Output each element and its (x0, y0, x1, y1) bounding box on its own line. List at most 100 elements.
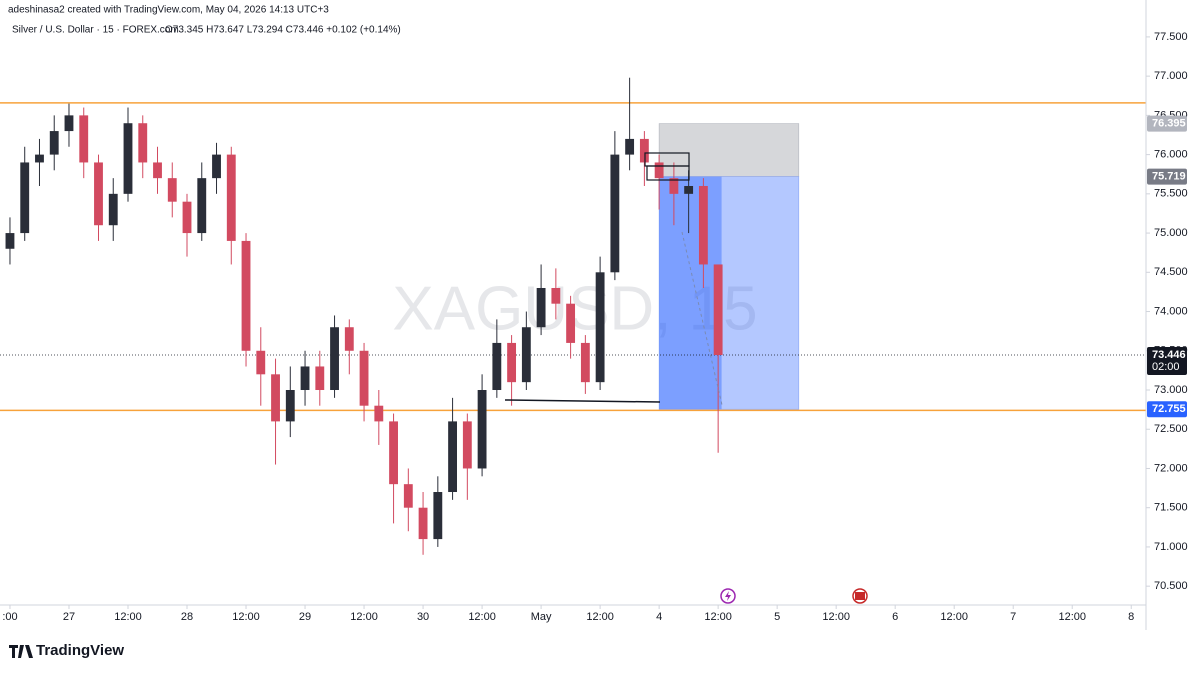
candle-body (35, 154, 44, 163)
candle-body (507, 342, 517, 383)
y-tick-label: 72.000 (1154, 462, 1188, 474)
candle-body (477, 390, 487, 469)
y-tick-label: 74.000 (1154, 305, 1188, 317)
drawing-line (504, 399, 661, 403)
candle-body (448, 421, 458, 493)
y-tick-label: 75.500 (1154, 188, 1188, 200)
x-tick-label: 7 (1010, 611, 1016, 623)
x-tick-label: 12:00 (350, 611, 378, 623)
x-tick-label: 12:00 (114, 611, 142, 623)
candle-body (418, 507, 428, 540)
x-tick-label: May (531, 611, 552, 623)
price-tag-label: 75.719 (1152, 171, 1186, 183)
candle-body (654, 162, 664, 179)
price-tag-label: 76.395 (1152, 118, 1186, 130)
x-tick-label: 12:00 (822, 611, 850, 623)
target-progress (659, 176, 722, 410)
candle-body (79, 115, 89, 163)
candle-body (64, 115, 74, 132)
x-tick-label: 12:00 (232, 611, 260, 623)
stop-zone (658, 123, 800, 177)
candle-body (566, 303, 576, 343)
price-tag (1147, 115, 1187, 132)
candle-body (300, 366, 310, 391)
candle-body (20, 162, 30, 234)
candle-body (330, 327, 339, 391)
price-tag (1147, 347, 1187, 376)
x-tick-label: 12:00 (704, 611, 732, 623)
x-tick-label: 27 (63, 611, 75, 623)
x-tick-label: :00 (2, 611, 17, 623)
event-icon (725, 591, 731, 601)
candle-body (462, 421, 472, 469)
x-tick-label: 29 (299, 611, 311, 623)
candle-body (182, 201, 192, 234)
y-tick-label: 72.500 (1154, 423, 1188, 435)
candle-body (403, 484, 413, 508)
candle-body (138, 123, 148, 163)
y-tick-label: 77.000 (1154, 70, 1188, 82)
candle-body (167, 178, 177, 202)
candle-body (226, 154, 236, 241)
candle-body (344, 327, 354, 351)
candle-body (669, 178, 679, 194)
candle-body (536, 287, 546, 328)
candle-body (108, 193, 118, 226)
candle-body (315, 366, 325, 391)
candle-body (153, 162, 162, 179)
y-tick-label: 75.000 (1154, 227, 1188, 239)
candle-body (521, 327, 531, 383)
candle-body (94, 162, 103, 226)
candle-body (610, 154, 620, 273)
candle-body (580, 342, 590, 383)
candle-body (5, 233, 15, 249)
header: adeshinasa2 created with TradingView.com… (8, 5, 329, 16)
ohlc: O73.345 H73.647 L73.294 C73.446 +0.102 (… (165, 25, 401, 36)
x-tick-label: 28 (181, 611, 193, 623)
x-tick-label: 12:00 (1058, 611, 1086, 623)
price-tag-note: 02:00 (1152, 361, 1180, 373)
candle-body (49, 131, 59, 155)
y-tick-label: 71.000 (1154, 541, 1188, 553)
y-tick-label: 71.500 (1154, 502, 1188, 514)
price-tag (1147, 401, 1187, 418)
candle-body (197, 178, 207, 234)
y-tick-label: 70.500 (1154, 580, 1188, 592)
candle-body (374, 405, 384, 422)
brand: TradingView (36, 642, 124, 659)
logo: TradingView (9, 642, 124, 659)
price-tag-label: 73.446 (1152, 349, 1186, 361)
candle-body (551, 287, 561, 304)
price-tag (1147, 168, 1187, 185)
candle-body (241, 240, 251, 351)
x-tick-label: 4 (656, 611, 662, 623)
y-tick-label: 73.000 (1154, 384, 1188, 396)
y-tick-label: 76.000 (1154, 149, 1188, 161)
x-tick-label: 12:00 (468, 611, 496, 623)
symbol: Silver / U.S. Dollar · 15 · FOREX.com (12, 25, 179, 36)
candle-body (212, 154, 221, 179)
candle-body (625, 138, 635, 155)
plot-area (0, 77, 1146, 555)
x-tick-label: 30 (417, 611, 429, 623)
candle-body (492, 342, 502, 391)
candle-body (639, 138, 649, 163)
candle-body (698, 185, 708, 265)
event-flag (855, 592, 865, 600)
x-tick-label: 12:00 (586, 611, 614, 623)
target-zone (658, 176, 800, 410)
x-tick-label: 8 (1128, 611, 1134, 623)
candle-body (256, 350, 266, 375)
x-tick-label: 6 (892, 611, 898, 623)
candle-body (359, 350, 369, 406)
y-tick-label: 74.500 (1154, 266, 1188, 278)
candle-body (285, 390, 295, 422)
candle-body (433, 492, 443, 540)
candle-body (595, 272, 605, 383)
candle-body (389, 421, 398, 485)
drawing-box (646, 165, 690, 181)
candle-body (123, 123, 133, 194)
x-tick-label: 5 (774, 611, 780, 623)
candle-body (271, 374, 280, 422)
